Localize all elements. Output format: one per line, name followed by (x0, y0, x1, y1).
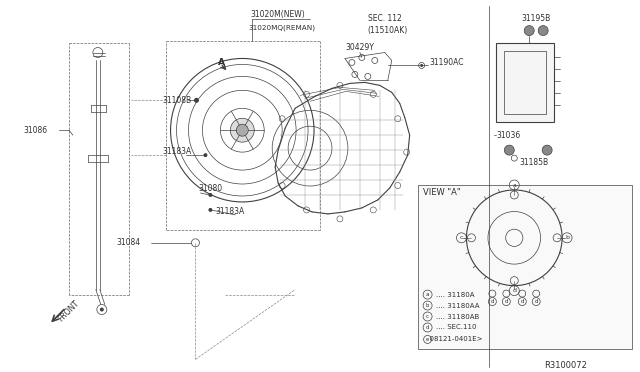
Text: 31183A: 31183A (163, 147, 192, 155)
Circle shape (504, 145, 515, 155)
Text: d: d (426, 325, 429, 330)
Circle shape (524, 26, 534, 36)
Text: 31190AC: 31190AC (429, 58, 464, 67)
Text: d: d (534, 299, 538, 304)
Circle shape (542, 145, 552, 155)
Text: 31080: 31080 (198, 185, 223, 193)
Text: 08121-0401E>: 08121-0401E> (424, 336, 482, 342)
Text: SEC. 112: SEC. 112 (368, 14, 401, 23)
Text: 31086: 31086 (23, 126, 47, 135)
Text: R3100072: R3100072 (544, 361, 587, 370)
Text: d: d (504, 299, 508, 304)
Text: c: c (426, 314, 429, 319)
Text: a: a (426, 292, 429, 297)
Bar (504, 51, 546, 114)
Text: FRONT: FRONT (56, 299, 81, 324)
Text: 31108B: 31108B (163, 96, 192, 105)
Circle shape (209, 208, 212, 212)
Circle shape (204, 153, 207, 157)
Text: 31020MQ(REMAN): 31020MQ(REMAN) (248, 24, 316, 31)
Text: VIEW "A": VIEW "A" (422, 189, 460, 198)
Circle shape (230, 118, 254, 142)
Text: .... 31180A: .... 31180A (436, 292, 474, 298)
Text: .... 31180AA: .... 31180AA (436, 302, 479, 308)
Text: c: c (460, 235, 463, 240)
Bar (497, 42, 554, 122)
Bar (418, 185, 632, 349)
Circle shape (538, 26, 548, 36)
Circle shape (420, 64, 423, 67)
Text: 30429Y: 30429Y (345, 43, 374, 52)
Circle shape (194, 98, 199, 103)
Text: b: b (565, 235, 569, 240)
Circle shape (100, 308, 104, 311)
Text: e: e (426, 337, 429, 342)
Text: d: d (491, 299, 494, 304)
Text: 31036: 31036 (497, 131, 520, 140)
Text: d: d (512, 288, 516, 293)
Circle shape (236, 124, 248, 136)
Text: b: b (426, 303, 429, 308)
Text: .... SEC.110: .... SEC.110 (436, 324, 476, 330)
Text: d: d (520, 299, 524, 304)
Text: 31084: 31084 (116, 238, 141, 247)
Text: 31020M(NEW): 31020M(NEW) (250, 10, 305, 19)
Text: 31195B: 31195B (521, 14, 550, 23)
Circle shape (209, 193, 212, 197)
Text: (11510AK): (11510AK) (368, 26, 408, 35)
Text: 31185B: 31185B (519, 158, 548, 167)
Text: a: a (513, 183, 516, 187)
Text: A: A (218, 58, 225, 67)
Text: .... 31180AB: .... 31180AB (436, 314, 479, 320)
Text: 31183A: 31183A (216, 208, 244, 217)
